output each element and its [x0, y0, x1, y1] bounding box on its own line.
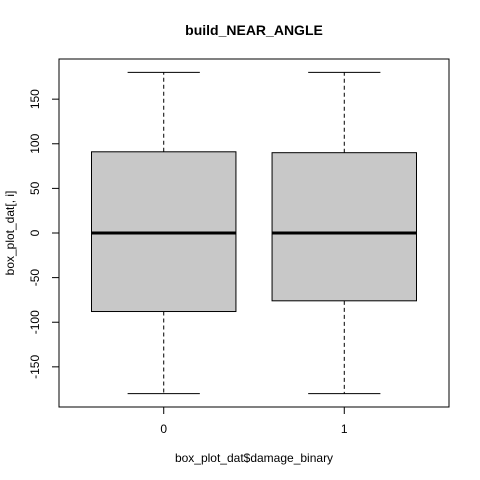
x-tick-label: 0 [160, 422, 167, 436]
x-tick-label: 1 [341, 422, 348, 436]
y-tick-label: -150 [28, 355, 42, 379]
x-axis-label: box_plot_dat$damage_binary [175, 451, 333, 465]
chart-title: build_NEAR_ANGLE [185, 22, 323, 38]
y-tick-label: 150 [28, 89, 42, 109]
y-axis: -150 -100 -50 0 50 100 150 [28, 89, 60, 379]
y-tick-label: -50 [28, 269, 42, 287]
y-tick-label: 100 [28, 133, 42, 153]
box-0 [91, 71, 237, 395]
y-tick-label: 0 [28, 229, 42, 236]
boxes-group [91, 71, 417, 395]
y-axis-label: box_plot_dat[, i] [3, 191, 17, 276]
y-tick-label: 50 [28, 181, 42, 195]
y-tick-label: -100 [28, 310, 42, 334]
iqr-box [271, 152, 417, 302]
box-1 [271, 71, 417, 395]
